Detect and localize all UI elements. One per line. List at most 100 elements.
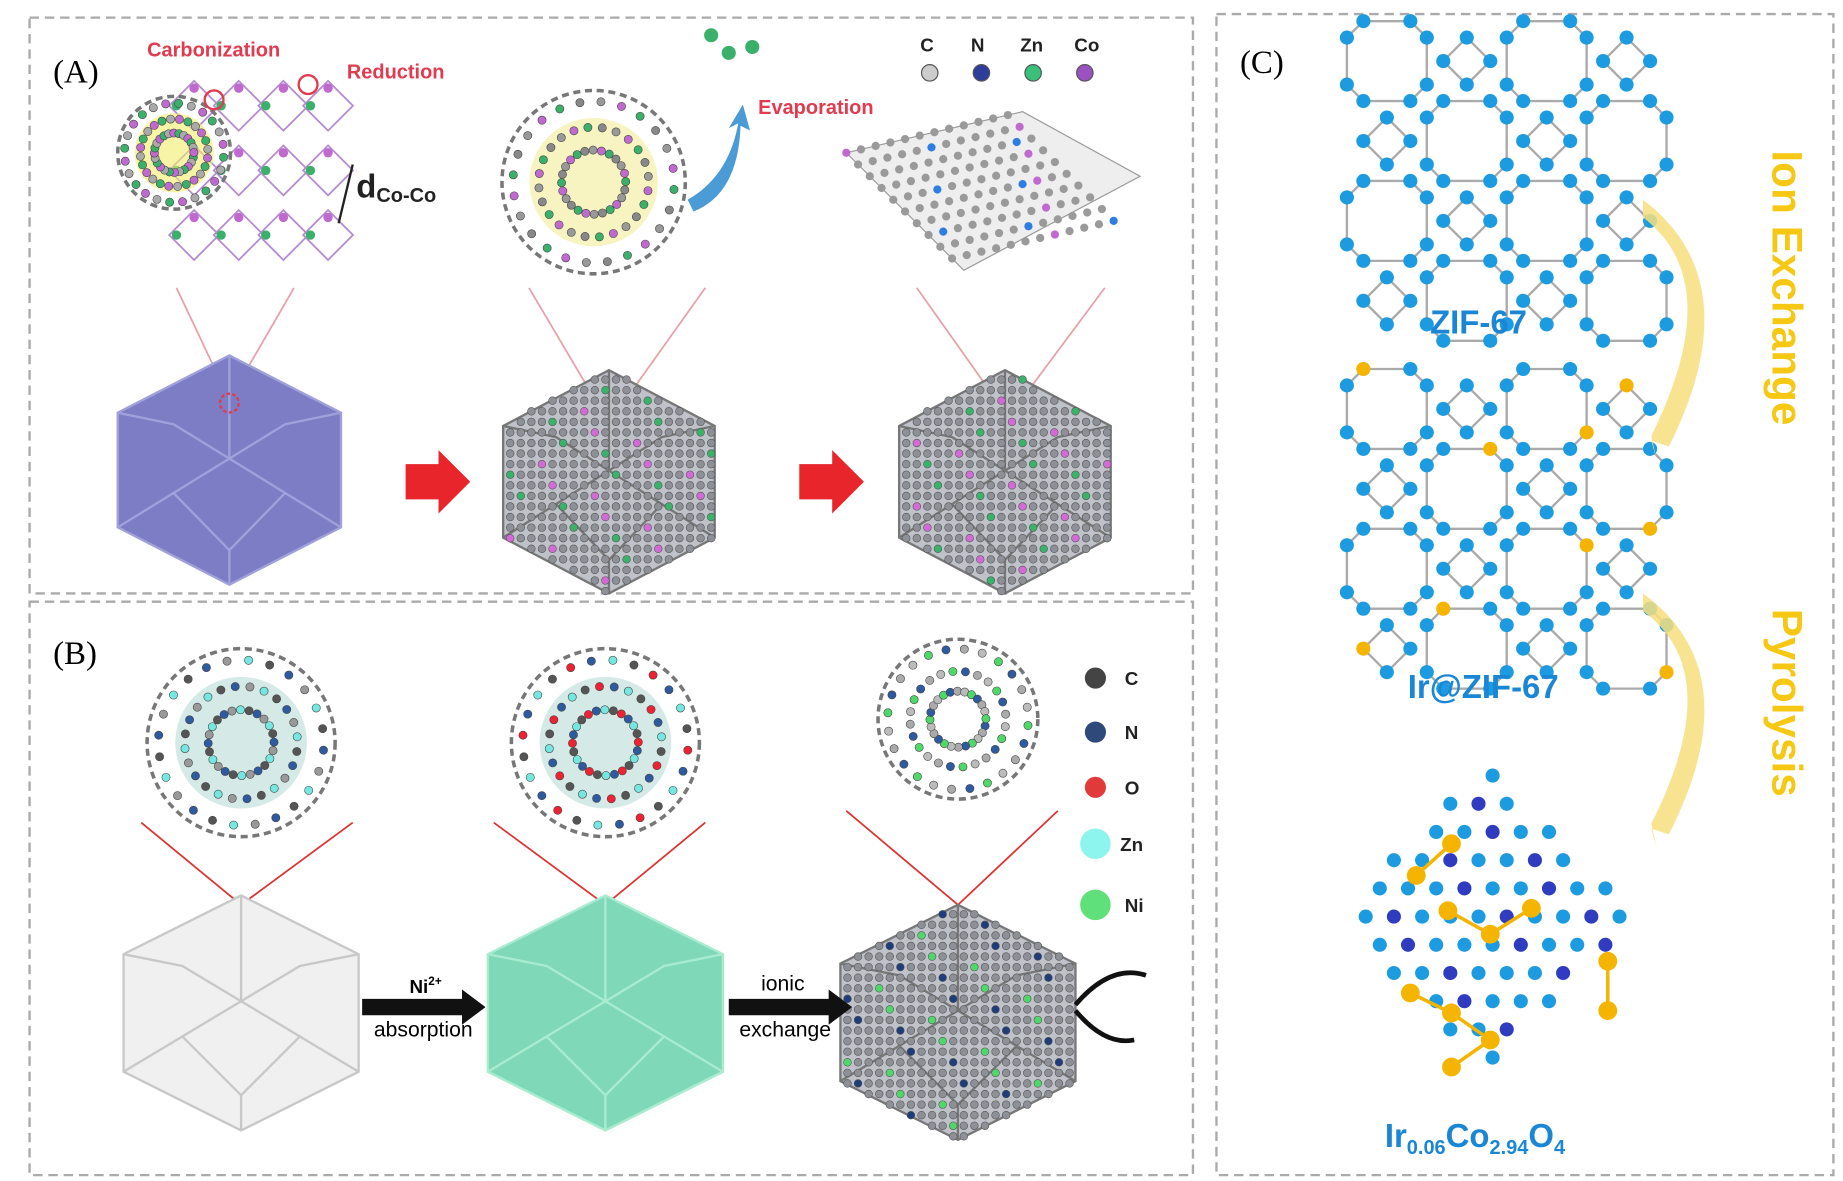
atom	[853, 1026, 863, 1035]
atom	[1400, 983, 1420, 1003]
atom	[1060, 460, 1070, 469]
atom	[1065, 1036, 1074, 1046]
atom	[954, 481, 964, 490]
atom	[569, 512, 578, 522]
atom	[1039, 491, 1048, 501]
atom	[1356, 601, 1371, 616]
annotation: Carbonization	[147, 39, 280, 61]
atom	[555, 104, 565, 114]
atom	[1419, 538, 1434, 553]
atom	[1060, 470, 1070, 479]
atom	[1403, 641, 1418, 656]
atom	[983, 778, 992, 788]
atom	[1033, 1005, 1043, 1014]
atom	[949, 984, 958, 993]
atom	[1579, 458, 1594, 473]
atom	[1356, 94, 1371, 109]
atom	[970, 1121, 979, 1130]
atom	[580, 407, 589, 416]
atom	[980, 1089, 990, 1099]
atom	[927, 1026, 937, 1035]
atom	[622, 523, 631, 532]
atom	[1598, 1001, 1618, 1021]
atom	[569, 555, 578, 564]
atom	[506, 534, 515, 543]
atom	[976, 417, 985, 427]
atom	[580, 396, 589, 405]
atom	[944, 512, 953, 522]
atom	[556, 133, 566, 143]
atom	[938, 941, 947, 951]
atom	[1018, 491, 1027, 501]
atom	[1459, 237, 1474, 252]
atom	[120, 143, 130, 153]
atom	[949, 952, 958, 961]
atom	[1541, 994, 1557, 1009]
atom	[933, 449, 943, 458]
atom	[923, 438, 932, 448]
atom	[675, 523, 684, 532]
atom	[1419, 30, 1434, 45]
atom	[1050, 523, 1059, 532]
atom	[537, 523, 547, 532]
atom	[986, 576, 996, 585]
atom	[1596, 681, 1611, 696]
atom	[1039, 512, 1048, 522]
atom	[311, 703, 321, 713]
atom	[980, 1121, 990, 1130]
atom	[1356, 361, 1371, 377]
atom	[1499, 190, 1514, 205]
atom	[591, 706, 601, 716]
atom	[980, 962, 990, 972]
atom	[1659, 505, 1674, 520]
atom	[924, 230, 933, 240]
atom	[1499, 77, 1514, 92]
atom	[875, 1047, 884, 1056]
atom	[949, 931, 958, 940]
atom	[609, 682, 619, 692]
atom	[1485, 1050, 1500, 1065]
atom	[1012, 1036, 1021, 1046]
atom	[906, 1068, 916, 1078]
atom	[917, 1005, 926, 1014]
atom	[548, 555, 557, 564]
atom	[633, 737, 643, 747]
atom	[902, 491, 911, 501]
atom	[954, 555, 964, 564]
atom	[875, 973, 884, 982]
atom	[261, 230, 271, 240]
atom	[1485, 994, 1500, 1009]
atom	[265, 754, 275, 764]
atom	[991, 962, 1000, 972]
atom	[1541, 824, 1557, 840]
atom	[527, 523, 536, 532]
atom	[1071, 407, 1080, 416]
atom	[917, 1089, 926, 1099]
atom	[1050, 460, 1059, 469]
atom	[1068, 211, 1077, 221]
atom	[269, 737, 279, 747]
atom	[1596, 333, 1611, 348]
atom	[558, 481, 568, 490]
atom	[622, 512, 631, 522]
atom	[1050, 481, 1059, 490]
atom	[706, 460, 716, 469]
atom	[1018, 512, 1027, 522]
atom	[1050, 491, 1059, 501]
atom	[632, 555, 642, 564]
atom	[216, 685, 226, 695]
atom	[949, 1121, 958, 1130]
atom	[1109, 216, 1118, 225]
atom	[997, 502, 1006, 511]
atom	[927, 1058, 937, 1067]
atom	[696, 470, 705, 479]
atom	[662, 143, 672, 153]
atom	[1022, 702, 1032, 712]
atom	[653, 718, 663, 727]
atom	[518, 730, 528, 740]
atom	[875, 941, 884, 951]
atom	[129, 119, 138, 129]
atom	[875, 1079, 884, 1088]
atom	[1028, 481, 1038, 490]
atom	[1007, 576, 1017, 585]
